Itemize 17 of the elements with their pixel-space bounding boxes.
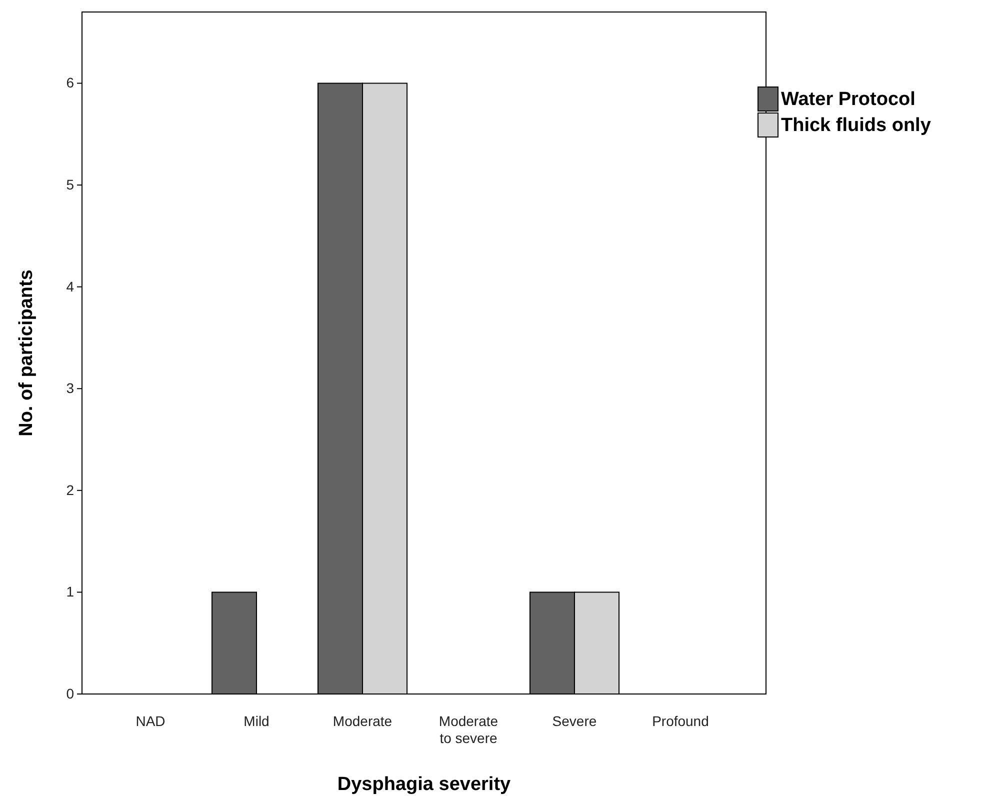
y-axis-title: No. of participants xyxy=(16,270,37,436)
y-tick-label: 0 xyxy=(66,685,74,702)
x-tick-label: Moderate to severe xyxy=(438,713,498,746)
y-tick-label: 6 xyxy=(66,74,74,91)
y-tick-label: 4 xyxy=(66,278,74,294)
x-tick-label: NAD xyxy=(136,713,166,729)
x-tick-label: Moderate xyxy=(332,713,392,729)
legend-label: Thick fluids only xyxy=(781,115,932,136)
y-tick-label: 2 xyxy=(66,482,74,498)
y-tick-label: 5 xyxy=(66,176,74,193)
legend-label: Water Protocol xyxy=(781,89,916,110)
x-tick-label: Mild xyxy=(244,713,270,729)
y-tick-label: 1 xyxy=(66,584,74,600)
x-axis-title: Dysphagia severity xyxy=(337,774,512,795)
x-tick-label: Severe xyxy=(552,713,597,729)
y-tick-label: 3 xyxy=(66,380,74,396)
x-tick-label: Profound xyxy=(652,713,709,729)
